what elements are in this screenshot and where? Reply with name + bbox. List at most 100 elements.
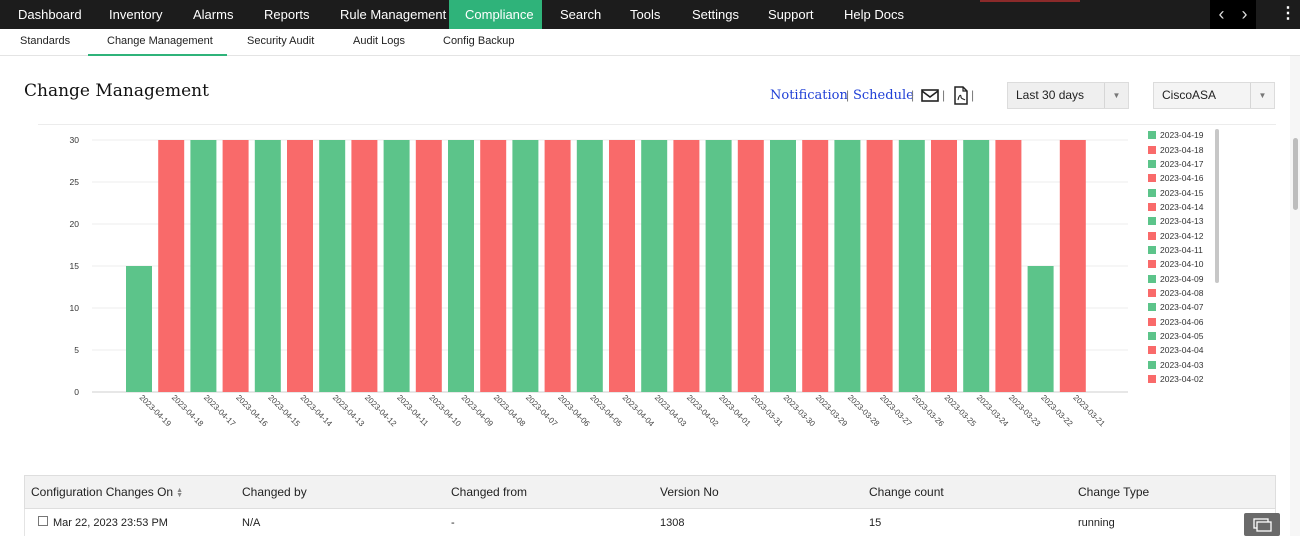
legend-item[interactable]: 2023-04-05 <box>1143 329 1213 343</box>
legend-item[interactable]: 2023-04-19 <box>1143 128 1213 142</box>
bar[interactable] <box>383 140 410 392</box>
bar[interactable] <box>898 140 925 392</box>
bar[interactable] <box>1059 140 1086 392</box>
legend-item[interactable]: 2023-04-07 <box>1143 300 1213 314</box>
legend-item[interactable]: 2023-04-11 <box>1143 243 1213 257</box>
table-row[interactable]: Mar 22, 2023 23:53 PM N/A - 1308 15 runn… <box>24 509 1276 536</box>
bar[interactable] <box>931 140 957 392</box>
y-tick-label: 30 <box>70 135 80 145</box>
bar[interactable] <box>415 140 442 392</box>
more-menu-icon[interactable]: ⋮ <box>1280 5 1296 22</box>
envelope-icon[interactable] <box>921 88 939 104</box>
pdf-icon[interactable] <box>953 86 971 105</box>
legend-item[interactable]: 2023-04-06 <box>1143 314 1213 328</box>
chat-icon[interactable] <box>1244 513 1280 536</box>
bar[interactable] <box>609 140 635 392</box>
bar[interactable] <box>705 140 732 392</box>
cell-version[interactable]: 1308 <box>660 517 685 529</box>
legend-item[interactable]: 2023-04-12 <box>1143 228 1213 242</box>
page-scrollbar-thumb[interactable] <box>1293 138 1298 210</box>
nav-compliance[interactable]: Compliance <box>449 0 542 29</box>
column-header-changed-from[interactable]: Changed from <box>451 485 528 499</box>
page-scrollbar-track[interactable] <box>1290 56 1300 536</box>
nav-tools[interactable]: Tools <box>630 7 661 22</box>
bar[interactable] <box>222 140 249 392</box>
legend-label: 2023-04-14 <box>1160 201 1204 212</box>
legend-item[interactable]: 2023-04-02 <box>1143 372 1213 386</box>
legend-item[interactable]: 2023-04-03 <box>1143 358 1213 372</box>
tab-security-audit[interactable]: Security Audit <box>247 35 315 47</box>
column-header-change-type[interactable]: Change Type <box>1078 485 1150 499</box>
chevron-right-icon[interactable]: › <box>1241 4 1248 24</box>
bar[interactable] <box>287 140 313 392</box>
x-tick-label: 2023-04-17 <box>202 393 238 429</box>
bar[interactable] <box>1027 266 1054 392</box>
bar[interactable] <box>126 266 152 392</box>
bar[interactable] <box>802 140 829 392</box>
legend-swatch <box>1148 145 1156 154</box>
bar[interactable] <box>673 140 700 392</box>
legend-item[interactable]: 2023-04-14 <box>1143 200 1213 214</box>
nav-reports[interactable]: Reports <box>264 7 310 22</box>
device-select[interactable]: CiscoASA ▼ <box>1153 82 1275 109</box>
bar[interactable] <box>544 140 571 392</box>
legend-item[interactable]: 2023-04-17 <box>1143 157 1213 171</box>
bar[interactable] <box>158 140 185 392</box>
chevron-left-icon[interactable]: ‹ <box>1218 4 1225 24</box>
bar[interactable] <box>190 140 217 392</box>
cell-changed-by: N/A <box>242 517 261 529</box>
x-tick-label: 2023-04-07 <box>524 393 560 429</box>
nav-dashboard[interactable]: Dashboard <box>18 7 82 22</box>
bar[interactable] <box>351 140 378 392</box>
bar[interactable] <box>480 140 507 392</box>
tab-audit-logs[interactable]: Audit Logs <box>353 35 405 47</box>
bar[interactable] <box>963 140 990 392</box>
tab-config-backup[interactable]: Config Backup <box>443 35 515 47</box>
separator: | <box>942 88 946 102</box>
nav-help-docs[interactable]: Help Docs <box>844 7 904 22</box>
bar[interactable] <box>448 140 474 392</box>
bar[interactable] <box>866 140 893 392</box>
nav-rule-management[interactable]: Rule Management <box>340 7 447 22</box>
legend-item[interactable]: 2023-04-16 <box>1143 171 1213 185</box>
cell-date[interactable]: Mar 22, 2023 23:53 PM <box>53 517 168 529</box>
nav-support[interactable]: Support <box>768 7 814 22</box>
nav-alarms[interactable]: Alarms <box>193 7 234 22</box>
row-checkbox[interactable] <box>38 516 48 526</box>
bar[interactable] <box>770 140 796 392</box>
top-navigation-bar: Dashboard Inventory Alarms Reports Rule … <box>0 0 1300 29</box>
legend-item[interactable]: 2023-04-08 <box>1143 286 1213 300</box>
legend-scrollbar[interactable] <box>1215 129 1219 283</box>
bar[interactable] <box>254 140 281 392</box>
legend-item[interactable]: 2023-04-10 <box>1143 257 1213 271</box>
sort-icon[interactable]: ▲ ▼ <box>176 486 184 499</box>
nav-inventory[interactable]: Inventory <box>109 7 163 22</box>
bar[interactable] <box>512 140 539 392</box>
nav-settings[interactable]: Settings <box>692 7 739 22</box>
column-header-version-no[interactable]: Version No <box>660 485 719 499</box>
period-select[interactable]: Last 30 days ▼ <box>1007 82 1129 109</box>
legend-item[interactable]: 2023-04-04 <box>1143 343 1213 357</box>
column-header-changed-by[interactable]: Changed by <box>242 485 307 499</box>
nav-search[interactable]: Search <box>560 7 602 22</box>
legend-label: 2023-04-04 <box>1160 345 1204 356</box>
bar[interactable] <box>319 140 346 392</box>
notification-link[interactable]: Notification <box>770 88 848 103</box>
tab-change-management[interactable]: Change Management <box>88 29 227 56</box>
bar[interactable] <box>995 140 1022 392</box>
tab-standards[interactable]: Standards <box>20 35 71 47</box>
cell-changed-from: - <box>451 517 455 529</box>
legend-item[interactable]: 2023-04-09 <box>1143 271 1213 285</box>
bar[interactable] <box>737 140 764 392</box>
bar[interactable] <box>641 140 668 392</box>
legend-item[interactable]: 2023-04-13 <box>1143 214 1213 228</box>
bar[interactable] <box>834 140 861 392</box>
schedule-link[interactable]: Schedule <box>853 88 914 103</box>
legend-swatch <box>1148 217 1156 226</box>
column-header-change-count[interactable]: Change count <box>869 485 944 499</box>
column-header-changes-on[interactable]: Configuration Changes On ▲ ▼ <box>31 485 183 499</box>
legend-item[interactable]: 2023-04-18 <box>1143 142 1213 156</box>
legend-swatch <box>1148 288 1156 297</box>
bar[interactable] <box>576 140 603 392</box>
legend-item[interactable]: 2023-04-15 <box>1143 185 1213 199</box>
